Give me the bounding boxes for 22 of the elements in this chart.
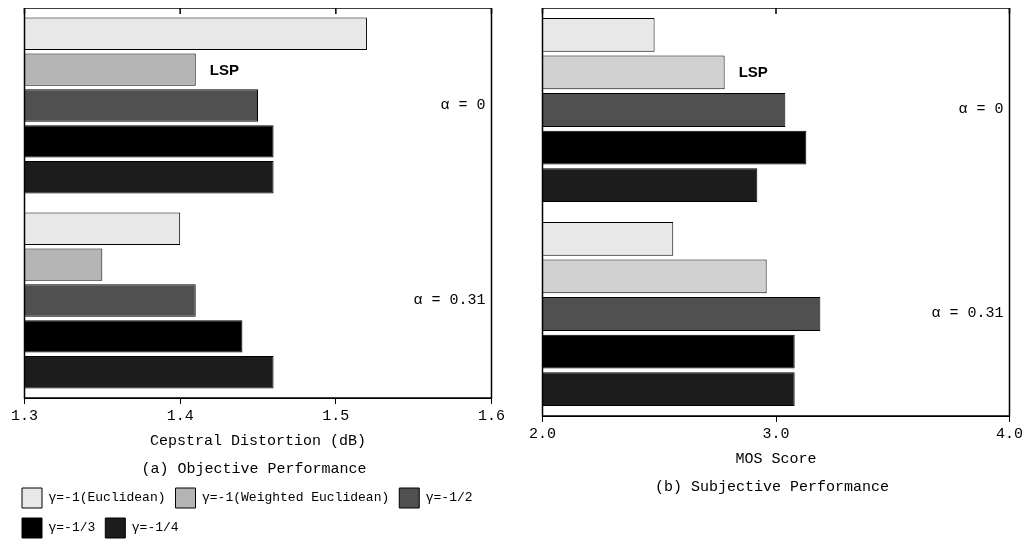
text: (a) Objective Performance: [141, 460, 367, 478]
legend-label: γ=-1/2: [425, 490, 473, 506]
legend-label: γ=-1/3: [48, 520, 96, 536]
annotation: α = 0.31: [413, 291, 486, 310]
annotation: α = 0: [440, 96, 486, 115]
legend-label: γ=-1(Euclidean): [48, 490, 166, 506]
annotation: α = 0: [958, 101, 1004, 119]
x-tick-label: 1.5: [322, 407, 350, 425]
text: (b) Subjective Performance: [654, 478, 890, 496]
x-axis-title: MOS Score: [735, 450, 817, 468]
annotation: LSP: [209, 60, 239, 79]
x-axis-title: Cepstral Distortion (dB): [149, 432, 367, 450]
legend-label: γ=-1(Weighted Euclidean): [202, 490, 390, 506]
x-tick-label: 1.3: [10, 407, 39, 425]
annotation: α = 0.31: [931, 305, 1004, 323]
annotation: LSP: [738, 63, 768, 82]
x-tick-label: 2.0: [528, 425, 557, 443]
legend-label: γ=-1/4: [131, 520, 179, 536]
x-tick-label: 4.0: [995, 425, 1024, 443]
x-tick-label: 1.6: [477, 407, 506, 425]
x-tick-label: 3.0: [762, 425, 790, 443]
x-tick-label: 1.4: [166, 407, 194, 425]
